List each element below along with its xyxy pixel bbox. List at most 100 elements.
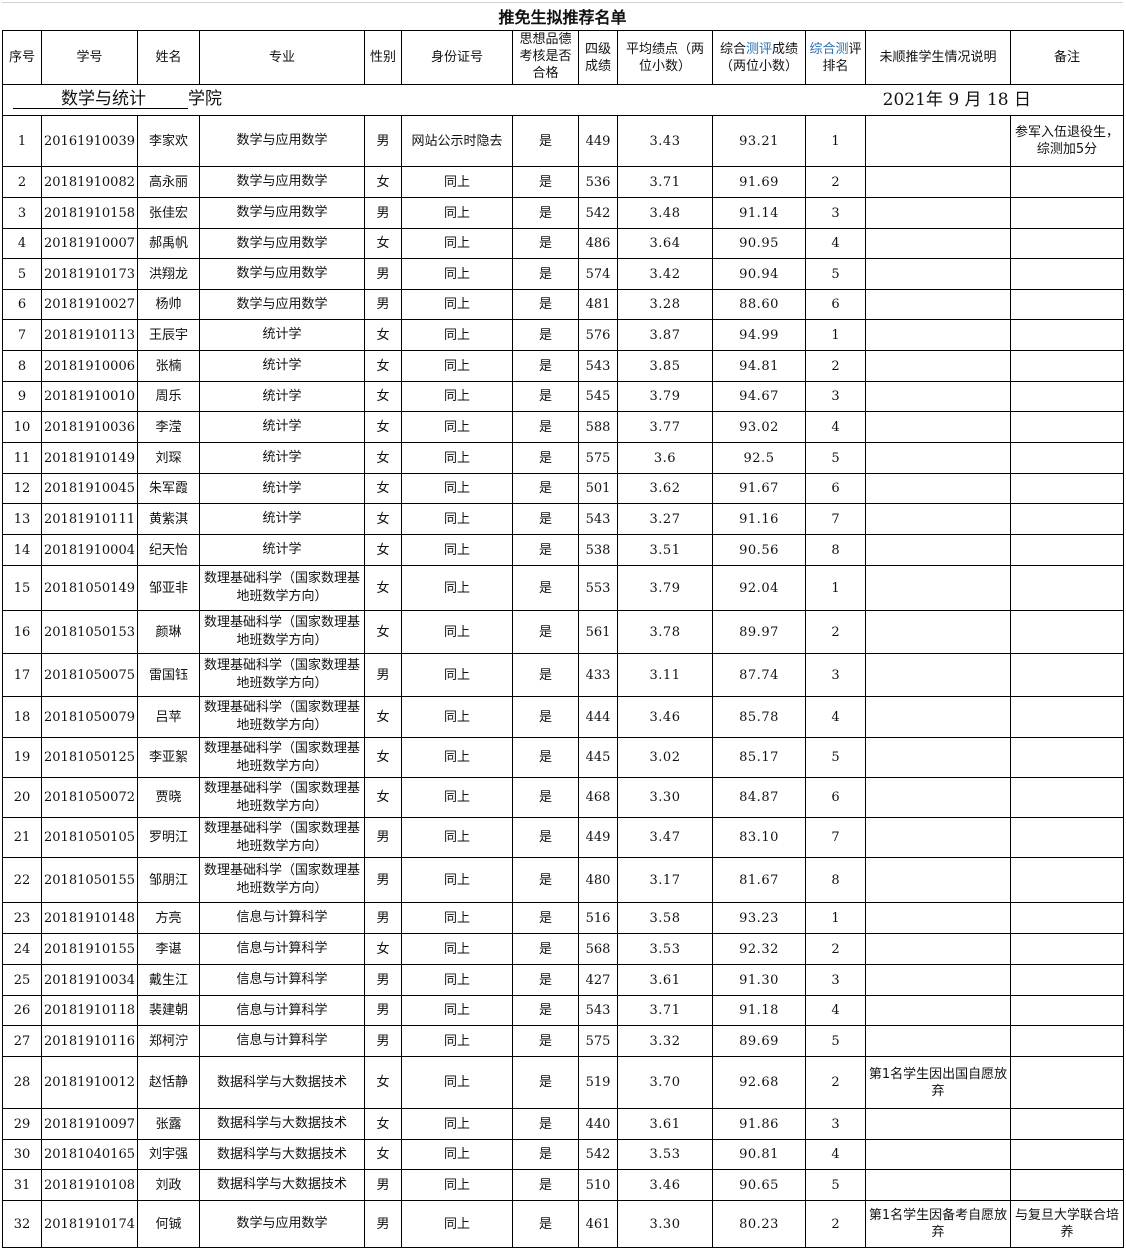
cell-gpa: 3.32 bbox=[617, 1025, 713, 1057]
cell-note-unrecommended bbox=[865, 1139, 1011, 1170]
cell-seq: 11 bbox=[2, 442, 42, 474]
cell-seq: 32 bbox=[2, 1200, 42, 1248]
cell-gender: 女 bbox=[364, 503, 402, 535]
cell-gpa: 3.53 bbox=[617, 1139, 713, 1170]
cell-name: 纪天怡 bbox=[137, 534, 200, 566]
cell-id-card: 同上 bbox=[401, 534, 513, 566]
cell-remark bbox=[1010, 902, 1124, 934]
table-row: 17 20181050075 雷国钰 数理基础科学（国家数理基地班数学方向）男同上是 4… bbox=[2, 653, 1124, 697]
cell-remark: 参军入伍退役生，综测加5分 bbox=[1010, 115, 1124, 167]
cell-remark bbox=[1010, 381, 1124, 412]
cell-comp-score: 90.56 bbox=[712, 534, 806, 566]
cell-gpa: 3.71 bbox=[617, 166, 713, 198]
table-row: 7 20181910113 王辰宇 统计学女同上是 576 3.87 94.99 1 bbox=[2, 319, 1124, 351]
cell-comp-score: 80.23 bbox=[712, 1200, 806, 1248]
cell-major: 数据科学与大数据技术 bbox=[199, 1139, 365, 1170]
cell-comp-score: 91.69 bbox=[712, 166, 806, 198]
cell-note-unrecommended bbox=[865, 933, 1011, 965]
cell-gpa: 3.47 bbox=[617, 817, 713, 858]
cell-moral: 是 bbox=[512, 817, 579, 858]
cell-note-unrecommended bbox=[865, 857, 1011, 903]
cell-gpa: 3.79 bbox=[617, 381, 713, 412]
cell-moral: 是 bbox=[512, 289, 579, 320]
cell-id-card: 同上 bbox=[401, 411, 513, 443]
cell-seq: 15 bbox=[2, 565, 42, 611]
cell-moral: 是 bbox=[512, 777, 579, 818]
cell-cet4: 445 bbox=[578, 737, 618, 778]
cell-comp-rank: 2 bbox=[805, 933, 866, 965]
header-gpa: 平均绩点（两位小数） bbox=[617, 30, 713, 85]
cell-gpa: 3.78 bbox=[617, 610, 713, 654]
cell-gpa: 3.6 bbox=[617, 442, 713, 474]
cell-gpa: 3.58 bbox=[617, 902, 713, 934]
header-comp-rank-b: 评排名 bbox=[822, 41, 862, 74]
cell-major: 信息与计算科学 bbox=[199, 902, 365, 934]
cell-comp-rank: 2 bbox=[805, 166, 866, 198]
cell-seq: 6 bbox=[2, 289, 42, 320]
cell-gpa: 3.43 bbox=[617, 115, 713, 167]
cell-name: 郝禹帆 bbox=[137, 228, 200, 259]
cell-moral: 是 bbox=[512, 1169, 579, 1201]
cell-comp-score: 85.17 bbox=[712, 737, 806, 778]
table-row: 32 20181910174 何铖 数学与应用数学男同上是 461 3.30 80.23 2 第… bbox=[2, 1200, 1124, 1248]
cell-student-id: 20181910116 bbox=[41, 1025, 138, 1057]
cell-seq: 8 bbox=[2, 350, 42, 382]
cell-major: 数理基础科学（国家数理基地班数学方向） bbox=[199, 610, 365, 654]
cell-gpa: 3.51 bbox=[617, 534, 713, 566]
cell-name: 赵恬静 bbox=[137, 1056, 200, 1109]
cell-major: 数理基础科学（国家数理基地班数学方向） bbox=[199, 653, 365, 697]
cell-cet4: 568 bbox=[578, 933, 618, 965]
cell-cet4: 449 bbox=[578, 817, 618, 858]
cell-gender: 男 bbox=[364, 857, 402, 903]
header-comp-score-c: 成绩（两位小数） bbox=[719, 41, 799, 74]
table-row: 27 20181910116 郑柯泞 信息与计算科学男同上是 575 3.32 89.69 5 bbox=[2, 1025, 1124, 1057]
cell-gpa: 3.87 bbox=[617, 319, 713, 351]
cell-name: 郑柯泞 bbox=[137, 1025, 200, 1057]
cell-moral: 是 bbox=[512, 933, 579, 965]
header-comp-score-b: 测评 bbox=[745, 41, 772, 57]
cell-name: 邹朋江 bbox=[137, 857, 200, 903]
cell-cet4: 468 bbox=[578, 777, 618, 818]
cell-moral: 是 bbox=[512, 442, 579, 474]
cell-major: 统计学 bbox=[199, 319, 365, 351]
cell-remark bbox=[1010, 228, 1124, 259]
cell-comp-rank: 2 bbox=[805, 350, 866, 382]
cell-note-unrecommended bbox=[865, 610, 1011, 654]
table-row: 8 20181910006 张楠 统计学女同上是 543 3.85 94.81 2 bbox=[2, 350, 1124, 382]
college-cell: 数学与统计 学院 bbox=[2, 84, 618, 116]
cell-comp-score: 93.23 bbox=[712, 902, 806, 934]
cell-gpa: 3.71 bbox=[617, 995, 713, 1026]
cell-remark bbox=[1010, 653, 1124, 697]
cell-remark: 与复旦大学联合培养 bbox=[1010, 1200, 1124, 1248]
cell-student-id: 20181050079 bbox=[41, 696, 138, 738]
cell-comp-rank: 3 bbox=[805, 381, 866, 412]
cell-name: 贾晓 bbox=[137, 777, 200, 818]
cell-note-unrecommended bbox=[865, 228, 1011, 259]
cell-moral: 是 bbox=[512, 166, 579, 198]
cell-name: 李亚絮 bbox=[137, 737, 200, 778]
header-cet4: 四级成绩 bbox=[578, 30, 618, 85]
cell-cet4: 542 bbox=[578, 1139, 618, 1170]
cell-id-card: 同上 bbox=[401, 166, 513, 198]
cell-note-unrecommended bbox=[865, 964, 1011, 996]
header-student-id: 学号 bbox=[41, 30, 138, 85]
cell-comp-rank: 6 bbox=[805, 473, 866, 504]
cell-gender: 女 bbox=[364, 610, 402, 654]
cell-student-id: 20181050155 bbox=[41, 857, 138, 903]
header-name: 姓名 bbox=[137, 30, 200, 85]
cell-student-id: 20181910045 bbox=[41, 473, 138, 504]
cell-major: 数学与应用数学 bbox=[199, 166, 365, 198]
header-comp-score-a: 综合 bbox=[719, 41, 746, 57]
table-row: 10 20181910036 李滢 统计学女同上是 588 3.77 93.02 4 bbox=[2, 411, 1124, 443]
cell-gender: 男 bbox=[364, 995, 402, 1026]
cell-gender: 男 bbox=[364, 1025, 402, 1057]
cell-major: 数理基础科学（国家数理基地班数学方向） bbox=[199, 817, 365, 858]
cell-name: 张楠 bbox=[137, 350, 200, 382]
cell-major: 数学与应用数学 bbox=[199, 197, 365, 229]
cell-seq: 29 bbox=[2, 1108, 42, 1140]
cell-gender: 女 bbox=[364, 381, 402, 412]
cell-gender: 男 bbox=[364, 115, 402, 167]
cell-cet4: 481 bbox=[578, 289, 618, 320]
cell-student-id: 20181910082 bbox=[41, 166, 138, 198]
cell-id-card: 同上 bbox=[401, 777, 513, 818]
